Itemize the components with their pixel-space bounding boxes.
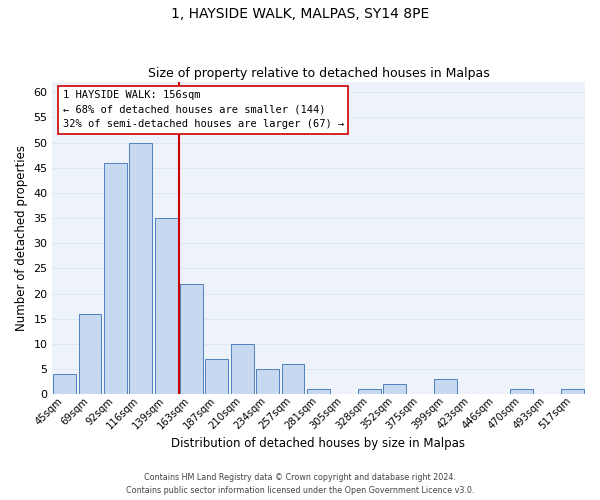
Bar xyxy=(383,384,406,394)
Bar xyxy=(256,369,279,394)
Bar xyxy=(358,390,380,394)
Bar xyxy=(155,218,178,394)
Text: 1, HAYSIDE WALK, MALPAS, SY14 8PE: 1, HAYSIDE WALK, MALPAS, SY14 8PE xyxy=(171,8,429,22)
Bar xyxy=(79,314,101,394)
Bar xyxy=(180,284,203,395)
Bar xyxy=(281,364,304,394)
X-axis label: Distribution of detached houses by size in Malpas: Distribution of detached houses by size … xyxy=(172,437,466,450)
Bar xyxy=(561,390,584,394)
Title: Size of property relative to detached houses in Malpas: Size of property relative to detached ho… xyxy=(148,66,489,80)
Bar xyxy=(434,380,457,394)
Text: Contains HM Land Registry data © Crown copyright and database right 2024.
Contai: Contains HM Land Registry data © Crown c… xyxy=(126,473,474,495)
Y-axis label: Number of detached properties: Number of detached properties xyxy=(15,145,28,331)
Bar xyxy=(53,374,76,394)
Bar xyxy=(205,359,228,394)
Bar xyxy=(129,142,152,394)
Bar xyxy=(510,390,533,394)
Bar xyxy=(231,344,254,395)
Text: 1 HAYSIDE WALK: 156sqm
← 68% of detached houses are smaller (144)
32% of semi-de: 1 HAYSIDE WALK: 156sqm ← 68% of detached… xyxy=(62,90,344,130)
Bar xyxy=(104,162,127,394)
Bar xyxy=(307,390,330,394)
